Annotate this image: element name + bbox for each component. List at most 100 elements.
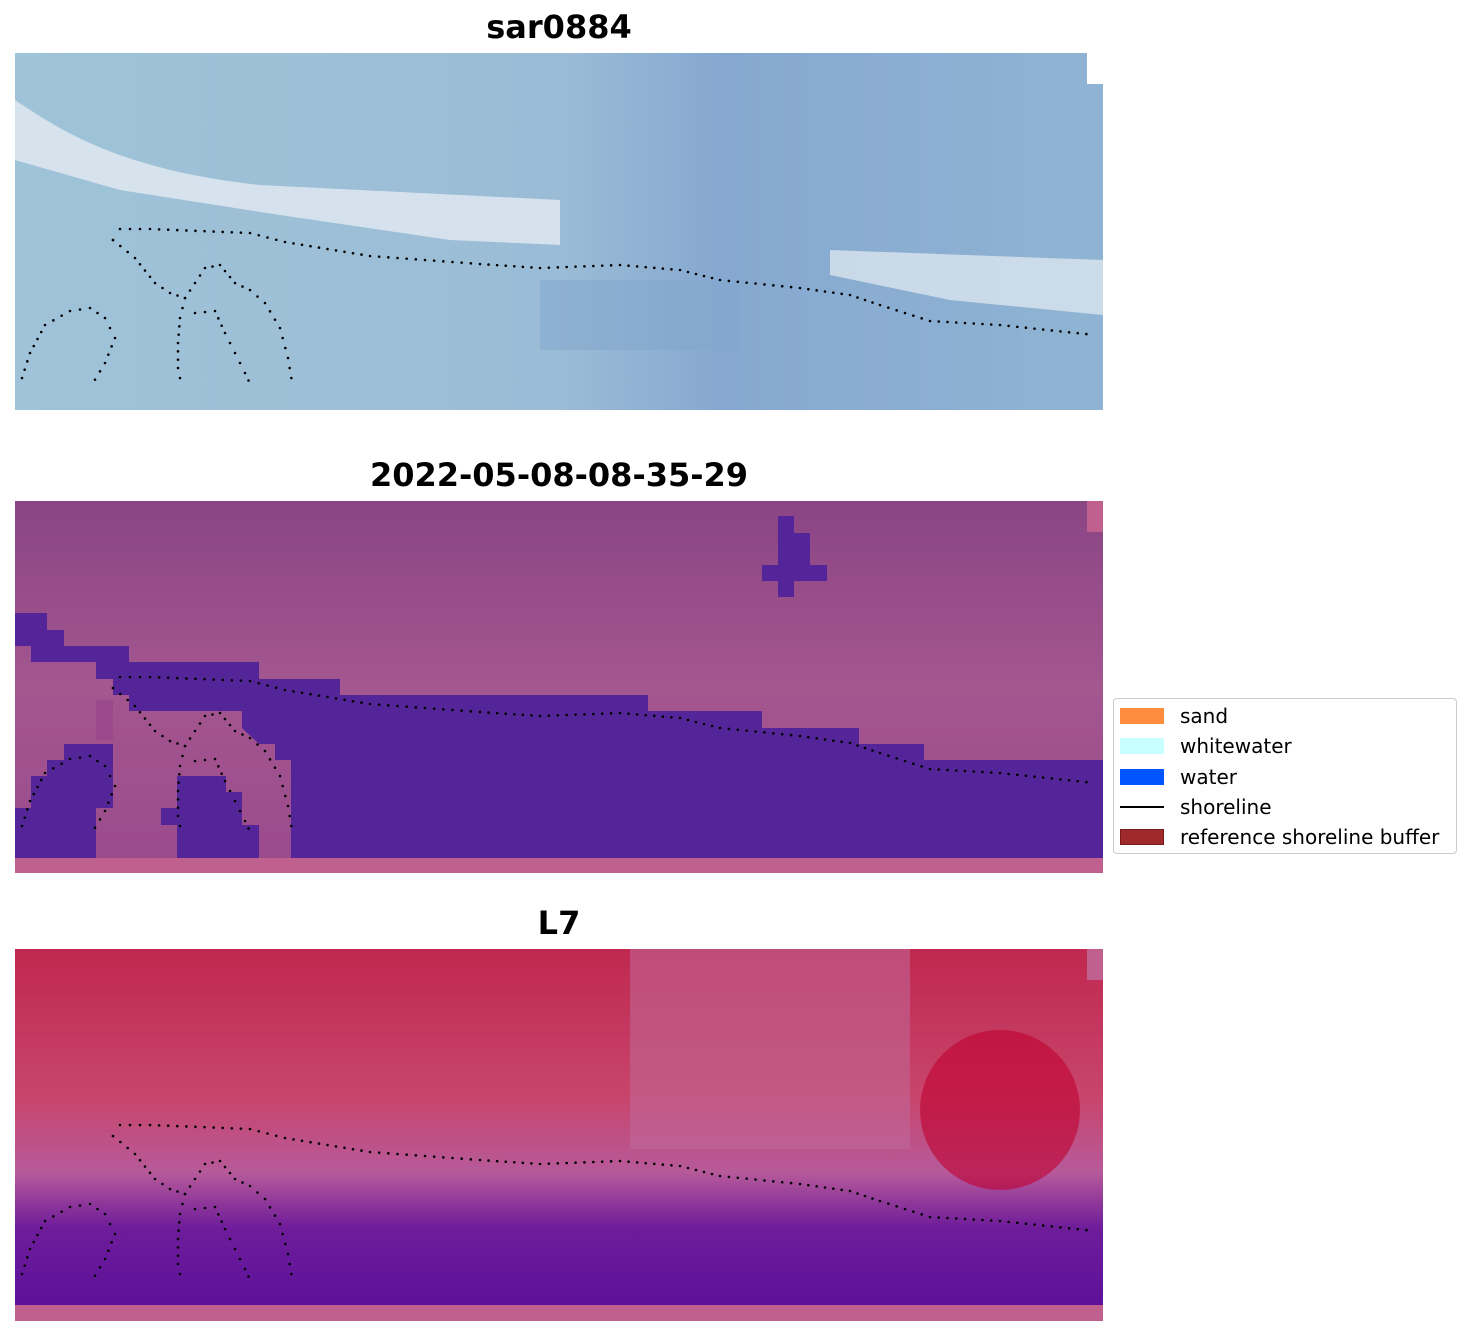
shoreline-dot	[96, 1207, 99, 1211]
shoreline-dot	[1007, 1220, 1010, 1224]
legend-item-shoreline: shoreline	[1120, 795, 1272, 819]
shoreline-dot	[68, 1205, 72, 1209]
shoreline-dot	[718, 278, 722, 282]
shoreline-dot	[178, 824, 182, 828]
shoreline-dot	[946, 1216, 949, 1220]
shoreline-dot	[963, 769, 967, 773]
shoreline-dot	[241, 285, 244, 288]
shoreline-dot	[432, 259, 436, 262]
shoreline-dot	[218, 263, 222, 267]
shoreline-dot	[203, 1206, 207, 1210]
shoreline-dot	[228, 1171, 232, 1175]
shoreline-dot	[60, 314, 63, 317]
shoreline-dot	[88, 754, 92, 758]
shoreline-dot	[848, 293, 852, 297]
shoreline-dot	[661, 715, 665, 718]
shoreline-dot	[387, 1152, 390, 1155]
shoreline-dot	[168, 1187, 172, 1191]
shoreline-dot	[248, 1184, 252, 1188]
shoreline-dot	[521, 713, 525, 717]
shoreline-dot	[228, 341, 232, 345]
shoreline-dot	[780, 732, 784, 736]
shoreline-dot	[1050, 777, 1054, 780]
shoreline-dot	[832, 291, 835, 294]
shoreline-dot	[823, 290, 827, 293]
shoreline-dot	[989, 1219, 993, 1222]
shoreline-dot	[652, 714, 656, 718]
shoreline-dot	[710, 724, 714, 728]
shoreline-dot	[23, 816, 26, 819]
shoreline-dot	[233, 729, 237, 733]
shoreline-dot	[148, 275, 152, 279]
shoreline-dot	[661, 267, 665, 270]
shoreline-dot	[178, 316, 182, 320]
shoreline-dot	[981, 770, 984, 774]
shoreline-line-swatch	[1120, 806, 1164, 808]
shoreline-dot	[110, 1241, 113, 1244]
shoreline-dot	[228, 723, 232, 727]
shoreline-dot	[702, 274, 706, 278]
shoreline-dot	[495, 1159, 499, 1163]
shoreline-dot	[243, 371, 247, 375]
shoreline-dot	[185, 1125, 188, 1128]
shoreline-dot	[377, 1151, 381, 1154]
shoreline-dot	[110, 345, 113, 348]
shoreline-dot	[194, 229, 197, 233]
shoreline-dot	[273, 766, 277, 769]
shoreline-dot	[118, 227, 122, 231]
shoreline-dot	[309, 244, 312, 248]
shoreline-dot	[504, 712, 508, 716]
shoreline-dot	[451, 1156, 454, 1160]
shoreline-dot	[863, 746, 867, 750]
shoreline-dot	[512, 1160, 516, 1164]
shoreline-dot	[176, 742, 179, 745]
shoreline-dot	[878, 1199, 882, 1203]
shoreline-dot	[286, 804, 290, 808]
shoreline-dot	[243, 1267, 247, 1271]
shoreline-dot	[423, 258, 427, 262]
shoreline-dot	[257, 1129, 261, 1133]
shoreline-dot	[798, 286, 802, 290]
shoreline-dot	[178, 325, 181, 328]
shoreline-dot	[177, 333, 180, 336]
shoreline-dot	[212, 678, 215, 681]
shoreline-dot	[176, 350, 180, 353]
shoreline-dot	[223, 331, 227, 335]
shoreline-dot	[212, 1126, 215, 1129]
shoreline-dot	[176, 789, 180, 793]
shoreline-dot	[727, 279, 731, 283]
shoreline-dot	[1085, 1228, 1088, 1232]
shoreline-dot	[183, 1192, 187, 1196]
shoreline-dot	[780, 284, 784, 288]
shoreline-dot	[88, 1202, 92, 1206]
shoreline-dot	[26, 360, 29, 363]
shoreline-dot	[211, 1161, 214, 1164]
shoreline-dot	[326, 695, 329, 699]
shoreline-dot	[178, 773, 181, 776]
shoreline-dot	[487, 263, 490, 266]
shoreline-dot	[111, 238, 115, 242]
shoreline-dot	[1076, 779, 1080, 783]
shoreline-dot	[710, 276, 714, 280]
shoreline-dot	[1041, 776, 1045, 779]
shoreline-dot	[423, 706, 427, 710]
shoreline-dot	[223, 1227, 227, 1231]
shoreline-dot	[920, 1213, 923, 1216]
shoreline-dot	[635, 265, 639, 268]
shoreline-dot	[405, 257, 408, 260]
shoreline-dot	[414, 1154, 418, 1157]
shoreline-dot	[368, 1150, 372, 1154]
shoreline-dot	[52, 767, 55, 770]
shoreline-dot	[495, 263, 499, 267]
shoreline-dot	[283, 688, 287, 692]
shoreline-dot	[98, 370, 102, 373]
shoreline-dot	[856, 1192, 859, 1195]
shoreline-dot	[856, 744, 859, 747]
shoreline-dot	[754, 730, 757, 733]
shoreline-dot	[118, 1123, 122, 1127]
shoreline-dot	[1024, 326, 1028, 330]
shoreline-dot	[469, 710, 473, 713]
shoreline-dot	[273, 1214, 277, 1217]
shoreline-dot	[176, 1254, 180, 1257]
shoreline-dot	[1050, 329, 1054, 332]
